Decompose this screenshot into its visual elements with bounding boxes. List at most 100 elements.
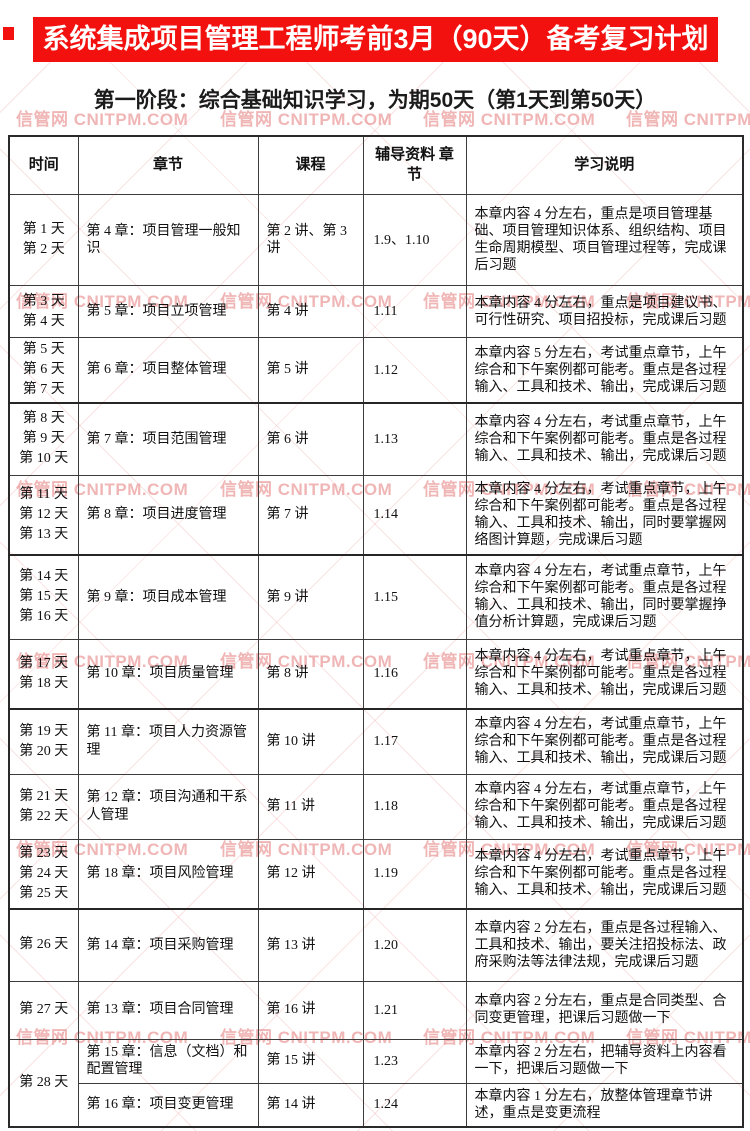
day-label: 第 6 天	[22, 362, 65, 377]
day-label: 第 12 天	[19, 506, 69, 522]
note-cell: 本章内容 4 分左右，考试重点章节，上午综合和下午案例都可能考。重点是各过程输入…	[465, 773, 744, 840]
time-cell: 第 17 天第 18 天	[8, 638, 79, 710]
course-cell: 第 5 讲	[257, 337, 364, 404]
day-label: 第 24 天	[19, 865, 69, 881]
course-cell: 第 8 讲	[257, 638, 364, 710]
note-cell: 本章内容 4 分左右，考试重点章节，上午综合和下午案例都可能考。重点是各过程输入…	[465, 708, 744, 775]
material-cell: 1.15	[362, 554, 467, 640]
title-banner: 系统集成项目管理工程师考前3月（90天）备考复习计划	[33, 17, 718, 62]
note-cell: 本章内容 2 分左右，把辅导资料上内容看一下，把课后习题做一下	[465, 1038, 744, 1084]
chapter-cell: 第 16 章：项目变更管理	[77, 1082, 259, 1128]
header-chapter: 章节	[77, 135, 259, 195]
day-label: 第 1 天	[22, 222, 65, 237]
note-cell: 本章内容 4 分左右，重点是项目建议书、可行性研究、项目招投标，完成课后习题	[465, 285, 744, 338]
material-cell: 1.16	[362, 638, 467, 710]
header-note: 学习说明	[465, 135, 744, 195]
day-label: 第 9 天	[22, 431, 65, 447]
day-label: 第 14 天	[19, 569, 69, 585]
day-label: 第 3 天	[22, 293, 65, 309]
material-cell: 1.18	[362, 773, 467, 840]
note-cell: 本章内容 4 分左右，重点是项目管理基础、项目管理知识体系、组织结构、项目生命周…	[465, 194, 744, 286]
time-cell: 第 11 天第 12 天第 13 天	[8, 474, 79, 556]
time-cell: 第 8 天第 9 天第 10 天	[8, 402, 79, 476]
table-row: 第 11 天第 12 天第 13 天第 8 章：项目进度管理第 7 讲 1.14 本…	[8, 474, 744, 556]
note-cell: 本章内容 1 分左右，放整体管理章节讲述，重点是变更流程	[465, 1082, 744, 1128]
study-plan-table: 时间 章节 课程 辅导资料 章节 学习说明 第 1 天第 2 天第 4 章：项目…	[8, 135, 744, 1128]
day-label: 第 19 天	[19, 723, 69, 739]
table-row: 第 26 天第 14 章：项目采购管理第 13 讲 1.20 本章内容 2 分左右，…	[8, 908, 744, 982]
day-label: 第 2 天	[22, 242, 65, 257]
material-cell: 1.12	[362, 337, 467, 404]
day-label: 第 10 天	[19, 451, 69, 467]
time-cell: 第 5 天第 6 天第 7 天	[8, 337, 79, 404]
table-row: 第 28 天第 15 章：信息（文档）和配置管理第 15 讲 1.23 本章内容 2…	[8, 1038, 744, 1128]
time-cell: 第 19 天第 20 天	[8, 708, 79, 775]
note-cell: 本章内容 4 分左右，考试重点章节，上午综合和下午案例都可能考。重点是各过程输入…	[465, 554, 744, 640]
time-cell: 第 23 天第 24 天第 25 天	[8, 838, 79, 910]
course-cell: 第 4 讲	[257, 285, 364, 338]
chapter-cell: 第 11 章：项目人力资源管理	[77, 708, 259, 775]
material-cell: 1.19	[362, 838, 467, 910]
chapter-cell: 第 14 章：项目采购管理	[77, 908, 259, 982]
chapter-cell: 第 5 章：项目立项管理	[77, 285, 259, 338]
day-label: 第 23 天	[19, 845, 69, 861]
day-label: 第 13 天	[19, 526, 69, 542]
corner-red-square	[3, 27, 14, 40]
note-cell: 本章内容 4 分左右，考试重点章节，上午综合和下午案例都可能考。重点是各过程输入…	[465, 638, 744, 710]
document-title: 系统集成项目管理工程师考前3月（90天）备考复习计划	[42, 24, 709, 54]
day-label: 第 16 天	[19, 609, 69, 625]
table-header-row: 时间 章节 课程 辅导资料 章节 学习说明	[8, 135, 744, 195]
material-cell: 1.20	[362, 908, 467, 982]
table-row: 第 27 天第 13 章：项目合同管理第 16 讲 1.21 本章内容 2 分左右，…	[8, 980, 744, 1040]
chapter-cell: 第 7 章：项目范围管理	[77, 402, 259, 476]
note-cell: 本章内容 2 分左右，重点是合同类型、合同变更管理，把课后习题做一下	[465, 980, 744, 1040]
course-cell: 第 7 讲	[257, 474, 364, 556]
day-label: 第 7 天	[22, 382, 65, 397]
table-row: 第 19 天第 20 天第 11 章：项目人力资源管理第 10 讲 1.17 本章内…	[8, 708, 744, 775]
day-label: 第 11 天	[19, 486, 68, 502]
time-cell: 第 3 天第 4 天	[8, 285, 79, 338]
course-cell: 第 6 讲	[257, 402, 364, 476]
material-cell: 1.9、1.10	[362, 194, 467, 286]
note-cell: 本章内容 4 分左右，考试重点章节，上午综合和下午案例都可能考。重点是各过程输入…	[465, 838, 744, 910]
chapter-cell: 第 10 章：项目质量管理	[77, 638, 259, 710]
material-cell: 1.13	[362, 402, 467, 476]
table-row: 第 1 天第 2 天第 4 章：项目管理一般知识第 2 讲、第 3 讲 1.9、1…	[8, 194, 744, 286]
day-label: 第 26 天	[19, 937, 69, 953]
note-cell: 本章内容 4 分左右，考试重点章节，上午综合和下午案例都可能考。重点是各过程输入…	[465, 402, 744, 476]
material-cell: 1.24	[362, 1082, 467, 1128]
time-cell: 第 28 天	[8, 1038, 79, 1128]
table-row: 第 3 天第 4 天第 5 章：项目立项管理第 4 讲 1.11 本章内容 4 分左…	[8, 285, 744, 338]
table-row: 第 23 天第 24 天第 25 天第 18 章：项目风险管理第 12 讲 1.1…	[8, 838, 744, 910]
table-row: 第 5 天第 6 天第 7 天第 6 章：项目整体管理第 5 讲 1.12 本章内容…	[8, 337, 744, 404]
course-cell: 第 2 讲、第 3 讲	[257, 194, 364, 286]
course-cell: 第 9 讲	[257, 554, 364, 640]
chapter-cell: 第 8 章：项目进度管理	[77, 474, 259, 556]
day-label: 第 25 天	[19, 885, 69, 901]
day-label: 第 21 天	[19, 788, 69, 804]
study-plan-document: 系统集成项目管理工程师考前3月（90天）备考复习计划 第一阶段：综合基础知识学习…	[0, 17, 750, 1128]
table-row: 第 14 天第 15 天第 16 天第 9 章：项目成本管理第 9 讲 1.15 本…	[8, 554, 744, 640]
header-time: 时间	[8, 135, 79, 195]
table-row: 第 21 天第 22 天第 12 章：项目沟通和干系人管理第 11 讲 1.18 本…	[8, 773, 744, 840]
plan-table-body: 第 1 天第 2 天第 4 章：项目管理一般知识第 2 讲、第 3 讲 1.9、1…	[8, 194, 744, 1128]
time-cell: 第 14 天第 15 天第 16 天	[8, 554, 79, 640]
time-cell: 第 26 天	[8, 908, 79, 982]
table-row: 第 17 天第 18 天第 10 章：项目质量管理第 8 讲 1.16 本章内容 4…	[8, 638, 744, 710]
chapter-cell: 第 15 章：信息（文档）和配置管理	[77, 1038, 259, 1084]
chapter-cell: 第 18 章：项目风险管理	[77, 838, 259, 910]
table-row: 第 16 章：项目变更管理第 14 讲 1.24 本章内容 1 分左右，放整体管理章…	[9, 1082, 744, 1128]
material-cell: 1.21	[362, 980, 467, 1040]
chapter-cell: 第 13 章：项目合同管理	[77, 980, 259, 1040]
header-material: 辅导资料 章节	[362, 135, 467, 195]
chapter-cell: 第 4 章：项目管理一般知识	[77, 194, 259, 286]
header-course: 课程	[257, 135, 364, 195]
course-cell: 第 12 讲	[257, 838, 364, 910]
chapter-cell: 第 6 章：项目整体管理	[77, 337, 259, 404]
day-label: 第 18 天	[19, 675, 69, 691]
note-cell: 本章内容 5 分左右，考试重点章节，上午综合和下午案例都可能考。重点是各过程输入…	[465, 337, 744, 404]
course-cell: 第 11 讲	[257, 773, 364, 840]
time-cell: 第 27 天	[8, 980, 79, 1040]
table-row: 第 8 天第 9 天第 10 天第 7 章：项目范围管理第 6 讲 1.13 本章内…	[8, 402, 744, 476]
material-cell: 1.17	[362, 708, 467, 775]
